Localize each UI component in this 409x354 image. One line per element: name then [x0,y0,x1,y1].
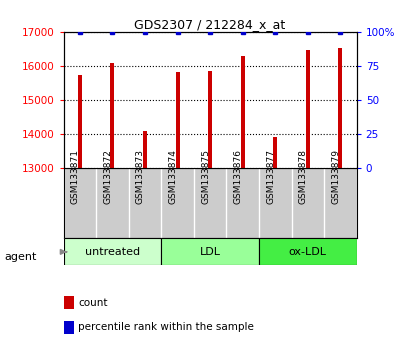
Text: agent: agent [4,252,36,262]
Text: GSM133873: GSM133873 [136,149,145,204]
Title: GDS2307 / 212284_x_at: GDS2307 / 212284_x_at [134,18,285,31]
Text: ox-LDL: ox-LDL [288,247,326,257]
Text: GSM133876: GSM133876 [233,149,242,204]
Bar [273,137,276,168]
Bar [110,63,114,168]
Bar [161,238,258,266]
Bar [208,71,211,168]
Text: count: count [78,298,107,308]
Text: LDL: LDL [199,247,220,257]
Bar [305,50,309,168]
Bar [63,238,161,266]
Bar [258,238,356,266]
Text: GSM133872: GSM133872 [103,149,112,204]
Text: GSM133879: GSM133879 [330,149,339,204]
Bar [240,56,244,168]
Text: GSM133874: GSM133874 [168,149,177,204]
Bar [78,75,81,168]
Bar [143,131,146,168]
Bar [175,72,179,168]
Text: GSM133875: GSM133875 [201,149,209,204]
Text: GSM133871: GSM133871 [71,149,80,204]
Bar [338,48,342,168]
Text: GSM133877: GSM133877 [265,149,274,204]
Text: GSM133878: GSM133878 [298,149,307,204]
Text: untreated: untreated [85,247,139,257]
Text: percentile rank within the sample: percentile rank within the sample [78,322,253,332]
